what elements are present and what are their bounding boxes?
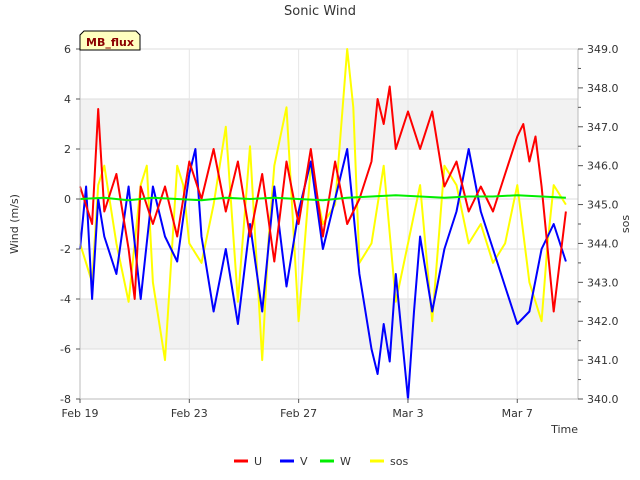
series-lines bbox=[79, 48, 567, 400]
x-tick-label: Mar 7 bbox=[502, 407, 533, 420]
y-tick-label: 4 bbox=[64, 93, 71, 106]
site-label-text: MB_flux bbox=[86, 36, 134, 49]
y2-tick-label: 345.0 bbox=[587, 199, 619, 212]
site-label-box bbox=[79, 30, 141, 51]
axes: 6 4 2 0 -2 -4 -6 -8 349.0 348.0 347.0 346.0 345.0 344… bbox=[60, 43, 618, 420]
legend-label: W bbox=[340, 455, 351, 468]
y2-axis-label: sos bbox=[619, 215, 632, 233]
chart-title: Sonic Wind bbox=[284, 4, 356, 19]
y-tick-label: 2 bbox=[64, 143, 71, 156]
series-line-w bbox=[79, 194, 566, 202]
x-tick-label: Feb 27 bbox=[280, 407, 317, 420]
legend-label: sos bbox=[390, 455, 408, 468]
series-line-u bbox=[79, 85, 567, 313]
y2-tick-label: 340.0 bbox=[587, 393, 619, 406]
legend-label: V bbox=[300, 455, 308, 468]
x-axis-label: Time bbox=[550, 423, 578, 436]
y-tick-label: -8 bbox=[60, 393, 71, 406]
x-tick-label: Feb 23 bbox=[171, 407, 208, 420]
y2-tick-label: 343.0 bbox=[587, 276, 619, 289]
x-tick-label: Mar 3 bbox=[392, 407, 423, 420]
legend-item-w: W bbox=[320, 455, 351, 468]
band-0 bbox=[80, 99, 578, 149]
y2-tick-label: 344.0 bbox=[587, 237, 619, 250]
y2-tick-label: 346.0 bbox=[587, 160, 619, 173]
x-tick-label: Feb 19 bbox=[62, 407, 99, 420]
site-label-badge: MB_flux bbox=[79, 30, 141, 51]
y-tick-label: 6 bbox=[64, 43, 71, 56]
y-tick-label: -4 bbox=[60, 293, 71, 306]
y2-tick-label: 348.0 bbox=[587, 82, 619, 95]
y-tick-label: 0 bbox=[64, 193, 71, 206]
legend-label: U bbox=[254, 455, 262, 468]
y2-tick-label: 349.0 bbox=[587, 43, 619, 56]
legend-item-u: U bbox=[234, 455, 262, 468]
band-1 bbox=[80, 299, 578, 349]
y-axis-label: Wind (m/s) bbox=[8, 194, 21, 254]
background-bands bbox=[80, 99, 578, 349]
y-tick-label: -2 bbox=[60, 243, 71, 256]
legend-item-sos: sos bbox=[370, 455, 408, 468]
legend-item-v: V bbox=[280, 455, 308, 468]
y2-tick-label: 342.0 bbox=[587, 315, 619, 328]
y2-tick-label: 341.0 bbox=[587, 354, 619, 367]
y2-tick-label: 347.0 bbox=[587, 121, 619, 134]
y-tick-label: -6 bbox=[60, 343, 71, 356]
